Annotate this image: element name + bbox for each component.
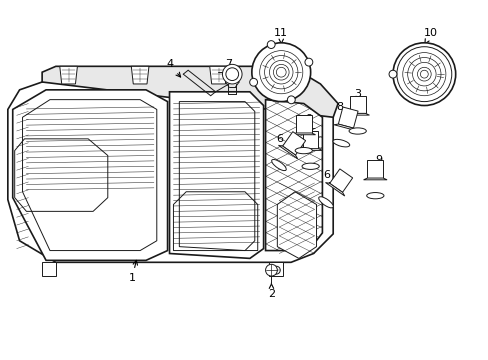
Polygon shape [325,183,344,196]
Circle shape [305,58,312,66]
Text: 9: 9 [374,156,382,171]
Polygon shape [363,178,386,180]
Text: 4: 4 [165,59,180,77]
Text: 11: 11 [274,28,287,44]
Polygon shape [367,161,383,178]
Polygon shape [329,169,352,192]
Polygon shape [338,107,357,128]
Text: 2: 2 [267,283,274,299]
Polygon shape [333,124,356,131]
Circle shape [388,70,396,78]
Polygon shape [169,92,263,258]
Polygon shape [295,115,311,133]
Circle shape [251,43,310,102]
Circle shape [265,264,277,276]
Polygon shape [291,133,315,135]
Text: 5: 5 [308,128,315,141]
Polygon shape [282,132,305,155]
Text: 7: 7 [224,59,232,76]
Ellipse shape [302,163,319,170]
Circle shape [287,96,295,104]
Polygon shape [265,100,322,251]
Polygon shape [277,192,316,258]
Polygon shape [42,66,337,117]
Text: 1: 1 [128,260,137,283]
Polygon shape [278,145,297,159]
Text: 10: 10 [423,28,437,44]
Circle shape [392,43,455,105]
Polygon shape [345,113,369,115]
Circle shape [222,64,242,84]
Text: 9: 9 [304,114,312,130]
Polygon shape [302,131,318,149]
Ellipse shape [318,197,333,208]
Polygon shape [60,66,77,84]
Polygon shape [298,149,322,150]
Circle shape [249,78,257,86]
Polygon shape [209,66,227,84]
Polygon shape [8,82,332,262]
Circle shape [267,41,275,49]
Polygon shape [269,262,283,276]
Polygon shape [13,90,167,260]
Polygon shape [131,66,149,84]
Ellipse shape [295,148,312,154]
Text: 6: 6 [322,170,333,185]
Ellipse shape [348,128,366,134]
Ellipse shape [332,139,349,147]
Polygon shape [349,96,365,113]
Text: 6: 6 [275,134,287,148]
Polygon shape [42,262,56,276]
Text: 3: 3 [353,89,361,105]
Ellipse shape [271,159,285,171]
Ellipse shape [366,193,383,199]
Text: 8: 8 [336,102,345,118]
